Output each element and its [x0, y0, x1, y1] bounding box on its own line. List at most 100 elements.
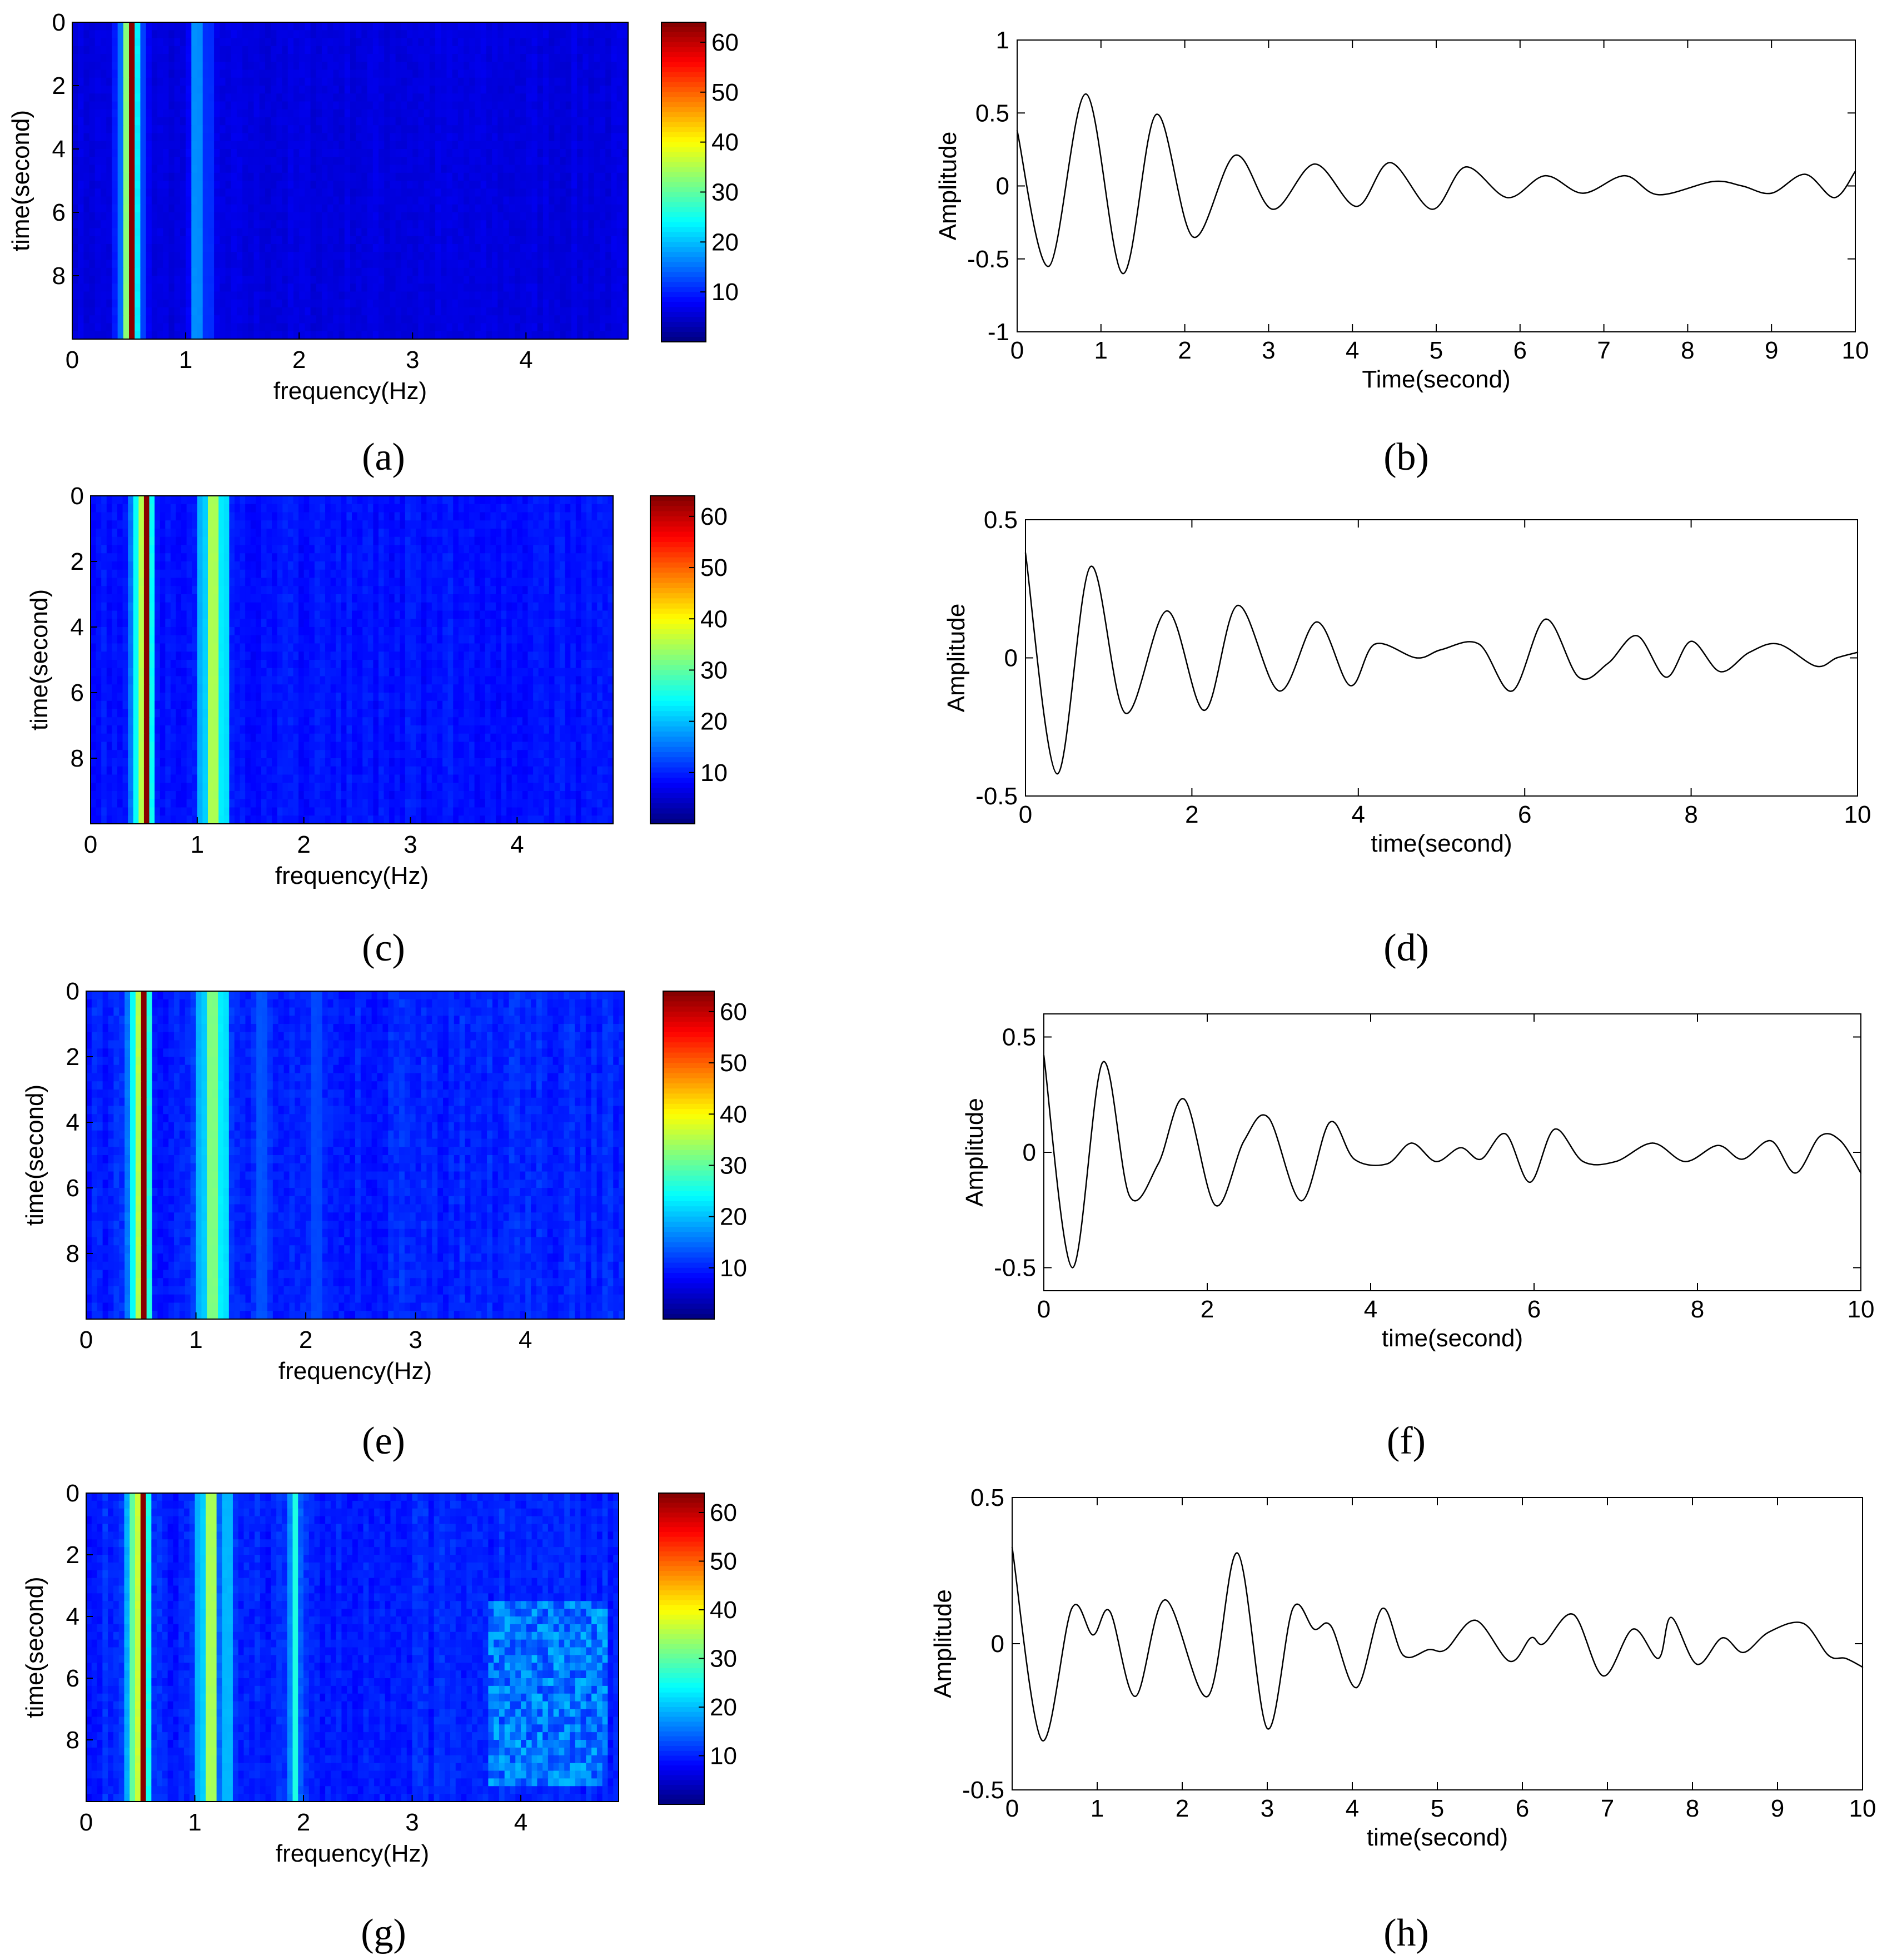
heatmap-cell	[373, 561, 379, 570]
heatmap-cell	[570, 545, 576, 554]
heatmap-cell	[293, 141, 300, 150]
heatmap-cell	[549, 529, 555, 538]
heatmap-cell	[276, 125, 283, 134]
heatmap-cell	[594, 236, 600, 245]
heatmap-cell	[225, 117, 232, 126]
heatmap-cell	[442, 561, 449, 570]
heatmap-cell	[186, 38, 192, 47]
heatmap-cell	[133, 496, 139, 505]
heatmap-cell	[117, 276, 124, 284]
heatmap-cell	[146, 157, 152, 166]
heatmap-cell	[174, 117, 181, 126]
heatmap-cell	[537, 331, 544, 340]
heatmap-cell	[202, 117, 209, 126]
heatmap-cell	[501, 496, 507, 505]
heatmap-cell	[357, 504, 363, 513]
heatmap-cell	[605, 228, 611, 237]
heatmap-cell	[588, 236, 595, 245]
heatmap-cell	[588, 299, 595, 308]
heatmap-cell	[287, 267, 294, 276]
heatmap-cell	[117, 204, 124, 213]
heatmap-cell	[168, 133, 175, 142]
heatmap-cell	[225, 125, 232, 134]
heatmap-cell	[384, 536, 390, 546]
colorbar-step	[661, 232, 706, 238]
heatmap-cell	[220, 109, 226, 118]
heatmap-cell	[565, 276, 572, 284]
heatmap-cell	[310, 276, 317, 284]
heatmap-cell	[202, 504, 208, 513]
heatmap-cell	[192, 529, 198, 538]
heatmap-cell	[537, 181, 544, 189]
heatmap-cell	[616, 157, 623, 166]
heatmap-cell	[389, 536, 395, 546]
heatmap-cell	[452, 157, 459, 166]
heatmap-cell	[544, 561, 550, 570]
heatmap-cell	[287, 220, 294, 229]
heatmap-cell	[594, 307, 600, 316]
heatmap-cell	[537, 291, 544, 300]
heatmap-cell	[390, 117, 396, 126]
heatmap-cell	[271, 331, 277, 340]
heatmap-cell	[78, 204, 84, 213]
heatmap-cell	[248, 69, 255, 78]
heatmap-cell	[163, 283, 170, 292]
heatmap-cell	[356, 220, 362, 229]
heatmap-cell	[486, 22, 492, 31]
heatmap-cell	[266, 504, 272, 513]
heatmap-cell	[435, 181, 441, 189]
heatmap-cell	[248, 141, 255, 150]
heatmap-cell	[117, 62, 124, 71]
heatmap-cell	[605, 276, 611, 284]
heatmap-cell	[350, 62, 356, 71]
heatmap-cell	[214, 228, 220, 237]
heatmap-cell	[333, 46, 340, 54]
heatmap-cell	[163, 188, 170, 197]
heatmap-cell	[248, 331, 255, 340]
heatmap-cell	[588, 204, 595, 213]
heatmap-cell	[509, 283, 515, 292]
colorbar-step	[661, 147, 706, 153]
heatmap-cell	[174, 86, 181, 94]
heatmap-cell	[229, 529, 235, 538]
heatmap-cell	[378, 504, 385, 513]
heatmap-cell	[208, 181, 215, 189]
heatmap-cell	[453, 520, 459, 529]
heatmap-cell	[447, 536, 454, 546]
heatmap-cell	[352, 545, 358, 554]
heatmap-cell	[208, 504, 214, 513]
heatmap-cell	[277, 536, 283, 546]
heatmap-cell	[276, 299, 283, 308]
heatmap-cell	[129, 283, 135, 292]
heatmap-cell	[253, 267, 260, 276]
heatmap-cell	[314, 569, 321, 579]
heatmap-cell	[602, 496, 609, 505]
heatmap-cell	[220, 323, 226, 332]
heatmap-cell	[338, 157, 345, 166]
heatmap-cell	[372, 172, 379, 181]
heatmap-cell	[565, 536, 571, 546]
heatmap-cell	[117, 520, 123, 529]
heatmap-cell	[537, 109, 544, 118]
heatmap-cell	[394, 536, 400, 546]
heatmap-cell	[522, 569, 529, 579]
heatmap-cell	[542, 276, 549, 284]
heatmap-cell	[214, 109, 220, 118]
heatmap-cell	[310, 228, 317, 237]
heatmap-cell	[372, 315, 379, 324]
heatmap-cell	[372, 165, 379, 173]
heatmap-cell	[138, 529, 145, 538]
heatmap-cell	[276, 291, 283, 300]
heatmap-cell	[352, 496, 358, 505]
heatmap-cell	[146, 86, 152, 94]
colorbar-step	[661, 67, 706, 73]
heatmap-cell	[287, 86, 294, 94]
heatmap-cell	[234, 504, 241, 513]
heatmap-cell	[611, 62, 618, 71]
heatmap-cell	[94, 141, 101, 150]
heatmap-cell	[565, 512, 571, 521]
heatmap-cell	[560, 323, 566, 332]
heatmap-cell	[588, 62, 595, 71]
heatmap-cell	[389, 520, 395, 529]
heatmap-cell	[591, 512, 598, 521]
